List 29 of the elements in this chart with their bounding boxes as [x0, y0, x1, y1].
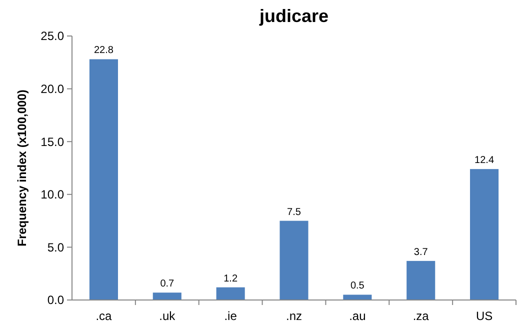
bar: [406, 260, 436, 300]
x-tick-label: .au: [349, 309, 366, 323]
x-tick-label: US: [476, 309, 493, 323]
data-label: 7.5: [287, 206, 302, 218]
data-label: 0.7: [160, 278, 175, 290]
x-tick-label: .nz: [286, 309, 302, 323]
y-axis-title: Frequency index (x100,000): [15, 90, 29, 246]
y-tick-label: 20.0: [40, 82, 64, 96]
bar: [343, 294, 372, 300]
data-label: 1.2: [224, 273, 238, 284]
bar: [280, 220, 308, 300]
y-tick-label: 10.0: [40, 188, 64, 202]
bar: [216, 287, 245, 300]
bar: [152, 292, 182, 300]
y-tick-label: 5.0: [47, 240, 64, 254]
data-label: 22.8: [94, 45, 114, 56]
data-label: 12.4: [474, 155, 494, 166]
x-tick-label: .ca: [96, 309, 112, 323]
x-tick-label: .uk: [159, 309, 176, 323]
bar: [89, 59, 118, 300]
bar: [470, 169, 499, 300]
y-tick-label: 25.0: [40, 29, 64, 44]
x-tick-label: .ie: [224, 309, 238, 323]
data-label: 0.5: [350, 280, 365, 292]
y-tick-label: 0.0: [47, 293, 64, 308]
x-tick-label: .za: [412, 309, 430, 323]
chart-title: judicare: [258, 6, 329, 26]
data-label: 3.7: [414, 246, 428, 258]
y-tick-label: 15.0: [40, 134, 64, 149]
